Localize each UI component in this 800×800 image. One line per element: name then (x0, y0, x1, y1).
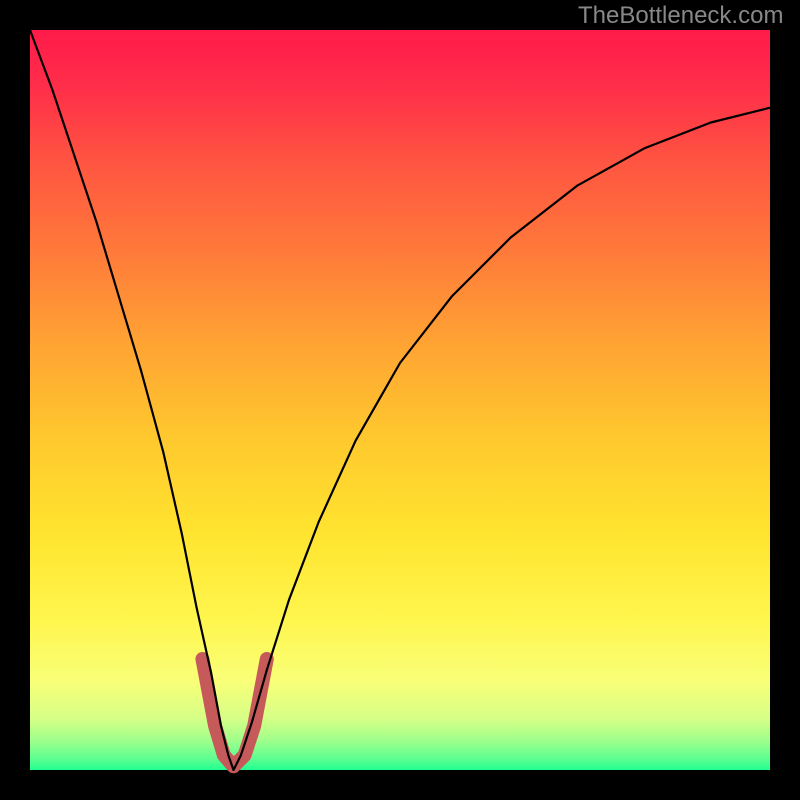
gradient-background (30, 30, 770, 770)
watermark-text: TheBottleneck.com (578, 2, 783, 30)
bottleneck-chart (0, 0, 800, 800)
